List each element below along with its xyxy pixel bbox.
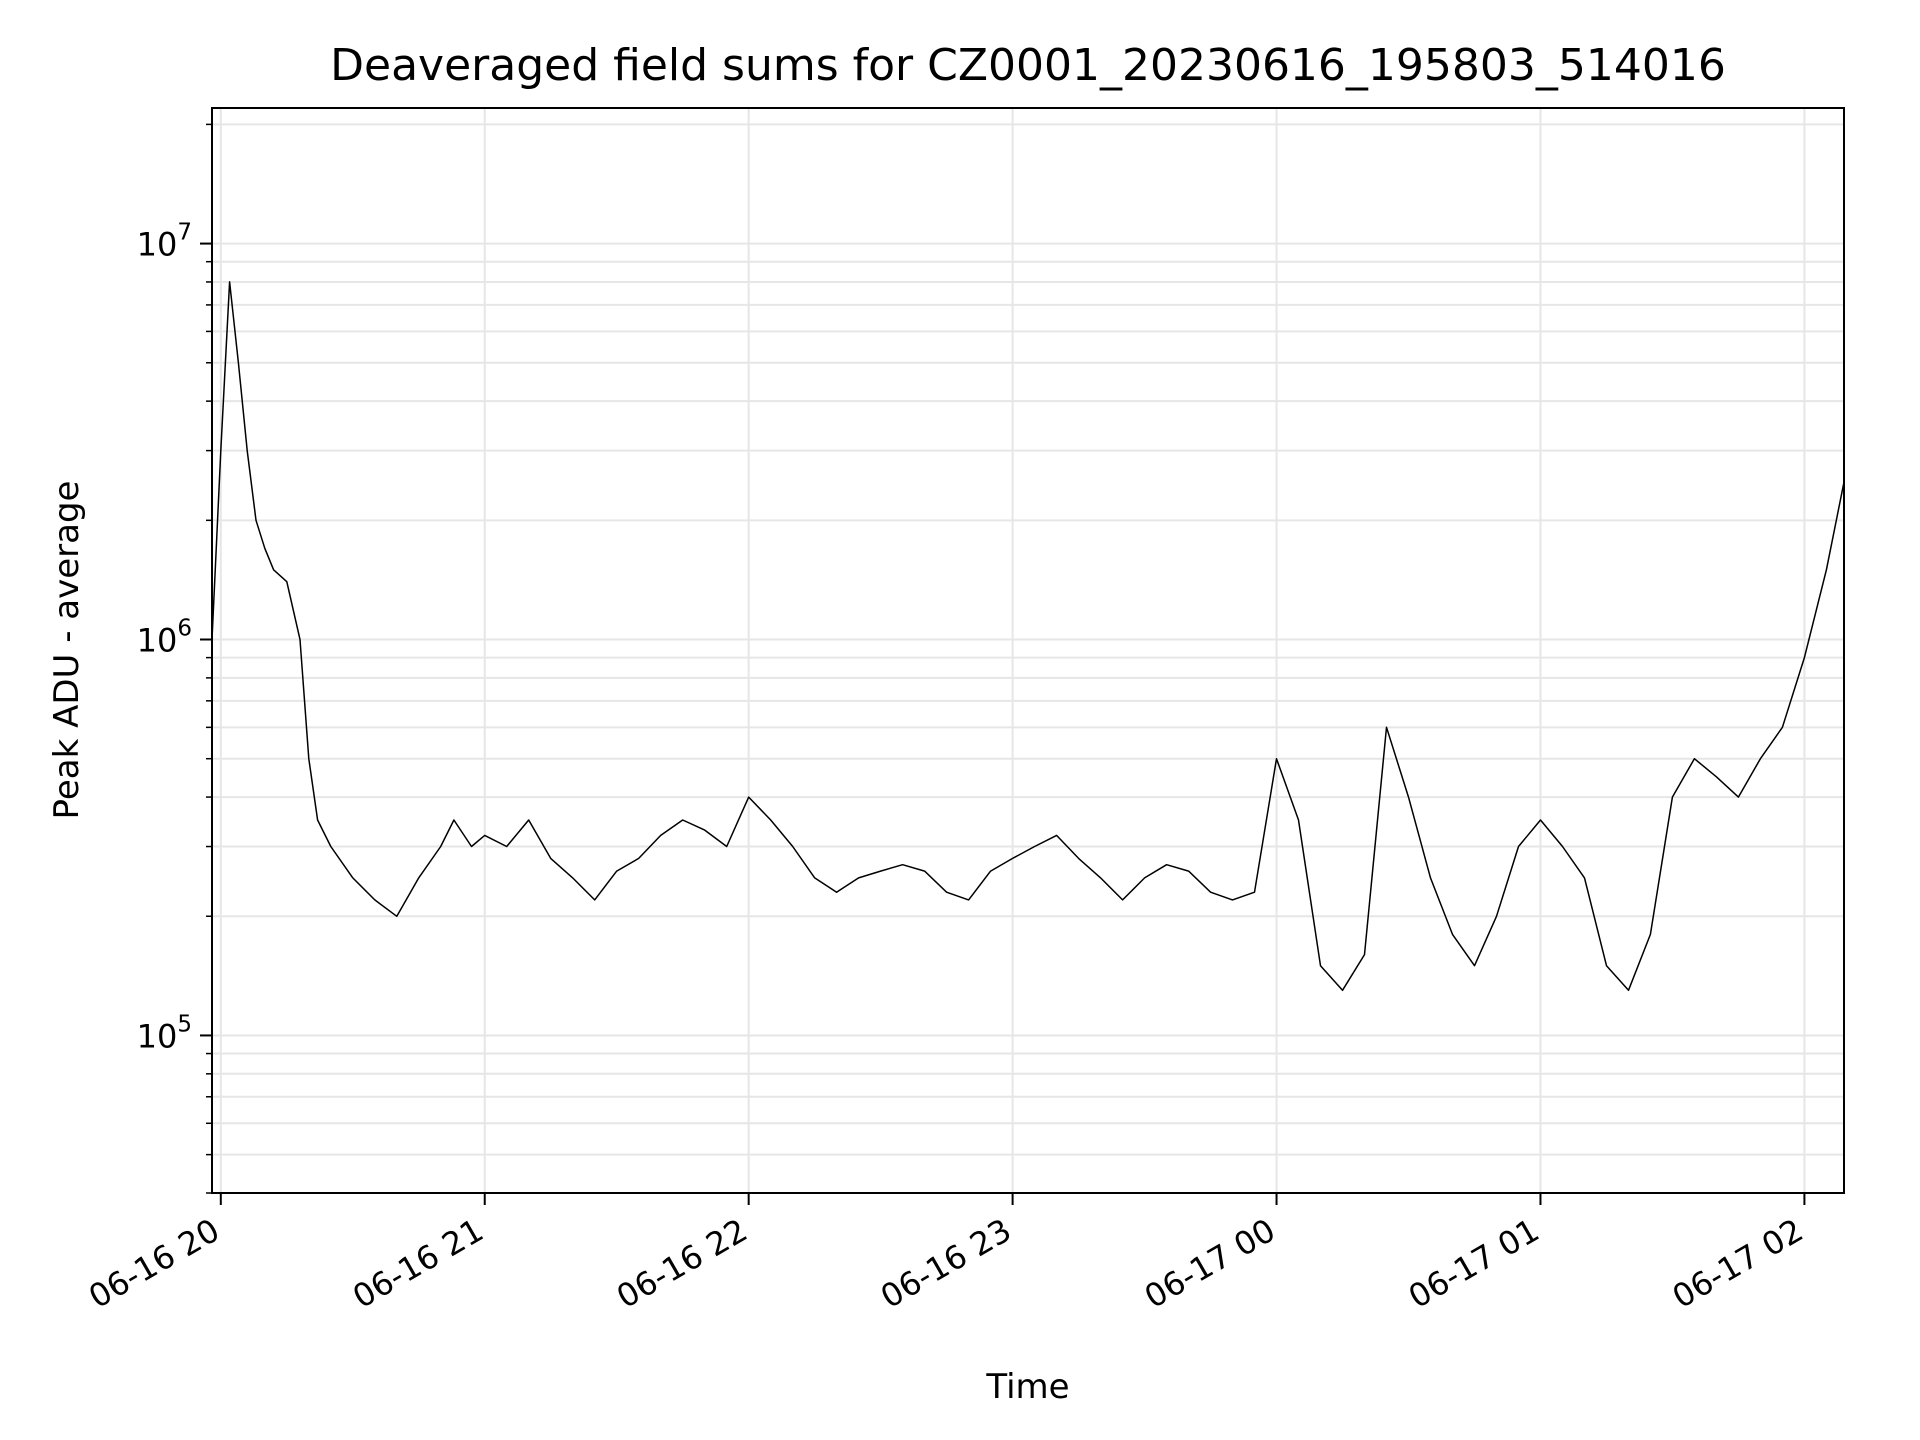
y-tick-label: 106 bbox=[137, 616, 192, 660]
y-axis-label: Peak ADU - average bbox=[47, 481, 87, 820]
y-tick-label: 105 bbox=[137, 1011, 192, 1055]
x-axis-label: Time bbox=[985, 1367, 1069, 1407]
chart-title: Deaveraged field sums for CZ0001_2023061… bbox=[330, 40, 1726, 91]
series-line bbox=[211, 281, 1845, 992]
y-tick-label: 107 bbox=[137, 220, 192, 264]
series-layer bbox=[211, 281, 1845, 992]
plot-frame bbox=[211, 107, 1845, 1194]
grid bbox=[212, 108, 1844, 1194]
